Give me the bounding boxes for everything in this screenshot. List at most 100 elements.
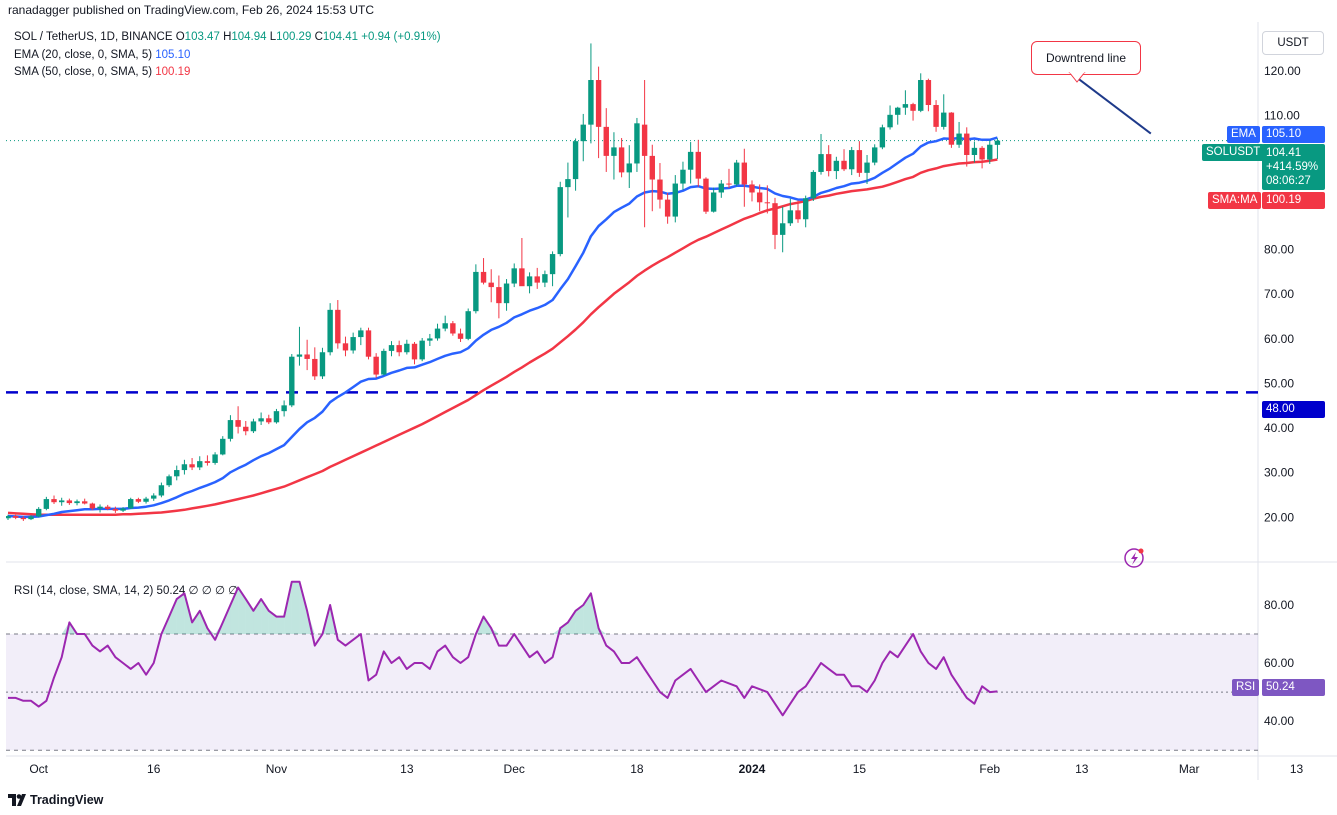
- candle[interactable]: [174, 465, 180, 481]
- candle[interactable]: [672, 175, 678, 223]
- candle[interactable]: [258, 412, 264, 425]
- tradingview-footer[interactable]: TradingView: [8, 793, 103, 807]
- candle[interactable]: [987, 140, 993, 164]
- candle[interactable]: [204, 455, 211, 466]
- candle[interactable]: [427, 333, 433, 346]
- candle[interactable]: [220, 436, 226, 456]
- candle[interactable]: [519, 238, 525, 287]
- candle[interactable]: [358, 327, 364, 346]
- candle[interactable]: [833, 156, 840, 180]
- candle[interactable]: [733, 159, 740, 187]
- candle[interactable]: [35, 507, 42, 518]
- candle[interactable]: [603, 108, 609, 172]
- candle[interactable]: [511, 263, 517, 288]
- candle[interactable]: [787, 198, 794, 226]
- candle[interactable]: [381, 348, 387, 376]
- candle[interactable]: [611, 132, 617, 180]
- candle[interactable]: [43, 496, 50, 511]
- candle[interactable]: [649, 144, 655, 212]
- candle[interactable]: [457, 328, 464, 342]
- candle[interactable]: [872, 144, 878, 166]
- candle[interactable]: [864, 154, 870, 184]
- candle[interactable]: [565, 162, 571, 218]
- candle[interactable]: [112, 506, 119, 513]
- candle[interactable]: [764, 185, 771, 214]
- candle[interactable]: [243, 420, 249, 436]
- candle[interactable]: [849, 146, 855, 176]
- candle[interactable]: [419, 337, 425, 362]
- candle[interactable]: [718, 179, 725, 198]
- currency-selector[interactable]: USDT: [1262, 31, 1324, 55]
- candle[interactable]: [887, 105, 893, 130]
- candle[interactable]: [312, 347, 318, 380]
- candle[interactable]: [994, 138, 1001, 160]
- candle[interactable]: [503, 279, 510, 311]
- candle[interactable]: [557, 181, 563, 257]
- candle[interactable]: [741, 148, 748, 207]
- candle[interactable]: [680, 161, 686, 190]
- candle[interactable]: [664, 192, 671, 224]
- candle[interactable]: [480, 258, 487, 285]
- candle[interactable]: [979, 146, 985, 169]
- candle[interactable]: [350, 332, 356, 354]
- candle[interactable]: [895, 106, 901, 125]
- candle[interactable]: [197, 456, 203, 471]
- candle[interactable]: [296, 326, 303, 366]
- downtrend-line[interactable]: [1073, 74, 1152, 135]
- candle[interactable]: [948, 112, 955, 148]
- candle[interactable]: [12, 514, 19, 520]
- sma-legend[interactable]: SMA (50, close, 0, SMA, 5) 100.19: [14, 66, 190, 78]
- candle[interactable]: [772, 197, 778, 250]
- candle[interactable]: [956, 121, 962, 148]
- candle[interactable]: [795, 200, 801, 223]
- candle[interactable]: [925, 78, 932, 112]
- candle[interactable]: [710, 187, 717, 213]
- candle[interactable]: [933, 100, 939, 132]
- ema-20-line[interactable]: [7, 136, 998, 519]
- candle[interactable]: [450, 321, 456, 336]
- candle[interactable]: [289, 354, 295, 408]
- candle[interactable]: [588, 43, 594, 144]
- candle[interactable]: [595, 66, 602, 159]
- candle[interactable]: [304, 339, 310, 371]
- candle[interactable]: [779, 206, 786, 253]
- candle[interactable]: [572, 138, 579, 191]
- sma-50-line[interactable]: [7, 158, 998, 516]
- candle[interactable]: [89, 502, 96, 511]
- candle[interactable]: [189, 458, 195, 471]
- candle[interactable]: [941, 94, 947, 130]
- candle[interactable]: [411, 341, 418, 365]
- candle[interactable]: [818, 134, 824, 175]
- candle[interactable]: [473, 264, 479, 314]
- candle[interactable]: [856, 141, 863, 177]
- candle[interactable]: [695, 139, 701, 187]
- candle[interactable]: [266, 414, 272, 425]
- candle[interactable]: [388, 341, 395, 357]
- candle[interactable]: [335, 300, 341, 349]
- candle[interactable]: [158, 482, 165, 498]
- candle[interactable]: [902, 90, 909, 115]
- ema-legend[interactable]: EMA (20, close, 0, SMA, 5) 105.10: [14, 49, 190, 61]
- candle[interactable]: [66, 498, 73, 505]
- lightning-icon[interactable]: [1124, 548, 1144, 568]
- downtrend-callout[interactable]: Downtrend line: [1031, 41, 1141, 75]
- candle[interactable]: [634, 117, 640, 172]
- candle[interactable]: [227, 415, 234, 442]
- candle[interactable]: [549, 251, 556, 287]
- candle[interactable]: [151, 493, 157, 501]
- candle[interactable]: [373, 353, 379, 378]
- candle[interactable]: [971, 141, 978, 163]
- candle[interactable]: [28, 515, 34, 521]
- candle[interactable]: [181, 459, 188, 475]
- candle[interactable]: [51, 495, 57, 504]
- candle[interactable]: [319, 347, 326, 380]
- candle[interactable]: [327, 303, 333, 356]
- candle[interactable]: [626, 145, 632, 189]
- candle[interactable]: [657, 163, 663, 209]
- candle[interactable]: [434, 323, 441, 341]
- candle[interactable]: [235, 406, 241, 434]
- candle[interactable]: [534, 267, 540, 289]
- candle[interactable]: [488, 269, 494, 303]
- candle[interactable]: [281, 400, 287, 417]
